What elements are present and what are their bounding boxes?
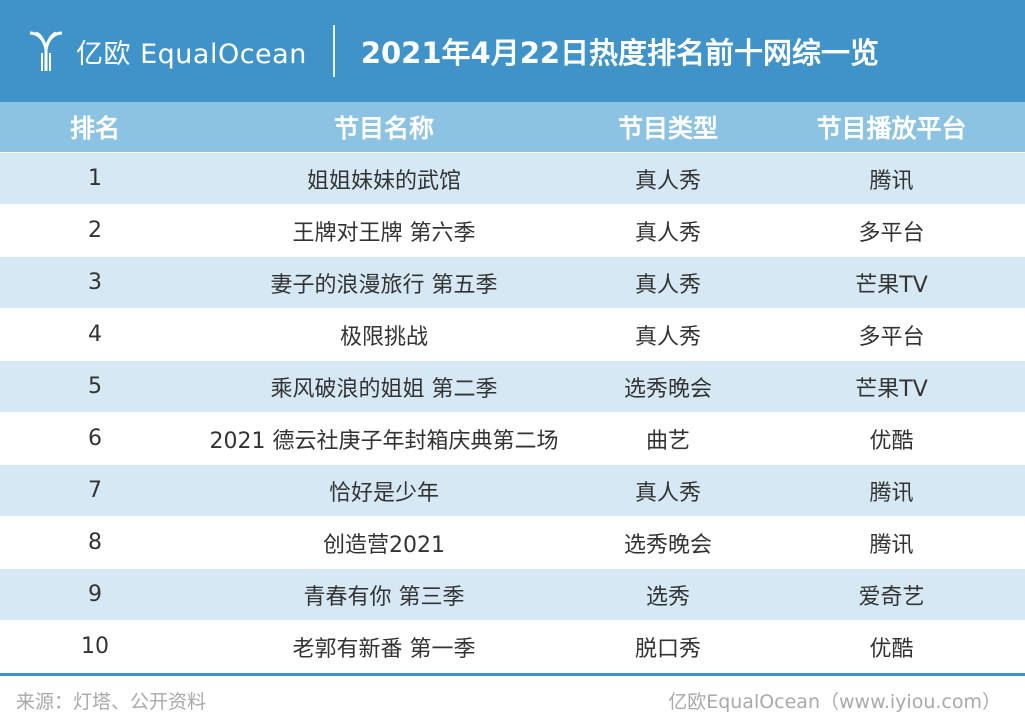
- rank-cell: 8: [88, 530, 102, 555]
- show-type-cell: 选秀晚会: [623, 376, 712, 402]
- column-header-show-type: 节目类型: [617, 114, 718, 143]
- show-type-cell: 真人秀: [634, 272, 701, 298]
- table-row: 7 恰好是少年 真人秀 腾讯: [0, 465, 1025, 517]
- platform-cell: 腾讯: [869, 168, 914, 194]
- rank-cell: 2: [88, 218, 102, 243]
- platform-cell: 多平台: [858, 324, 925, 350]
- table-row: 1 姐姐妹妹的武馆 真人秀 腾讯: [0, 153, 1025, 205]
- show-type-cell: 真人秀: [634, 168, 701, 194]
- table-row: 8 创造营2021 选秀晚会 腾讯: [0, 517, 1025, 569]
- show-name-cell: 乘风破浪的姐姐 第二季: [270, 376, 498, 402]
- table-row: 9 青春有你 第三季 选秀 爱奇艺: [0, 569, 1025, 621]
- show-type-cell: 脱口秀: [634, 636, 701, 662]
- brand-logo: 亿欧 EqualOcean: [26, 21, 307, 81]
- show-name-cell: 恰好是少年: [328, 480, 439, 506]
- show-type-cell: 选秀晚会: [623, 532, 712, 558]
- platform-cell: 优酷: [869, 636, 914, 662]
- table-row: 2 王牌对王牌 第六季 真人秀 多平台: [0, 205, 1025, 257]
- column-header-platform: 节目播放平台: [816, 114, 967, 143]
- equalocean-logo-icon: [29, 31, 63, 71]
- table-row: 4 极限挑战 真人秀 多平台: [0, 309, 1025, 361]
- show-name-cell: 2021 德云社庚子年封箱庆典第二场: [209, 428, 559, 454]
- rank-cell: 5: [88, 374, 102, 399]
- table-row: 6 2021 德云社庚子年封箱庆典第二场 曲艺 优酷: [0, 413, 1025, 465]
- platform-cell: 多平台: [858, 220, 925, 246]
- show-type-cell: 真人秀: [634, 480, 701, 506]
- ranking-table: 排名 节目名称 节目类型 节目播放平台 1 姐姐妹妹的武馆 真人秀 腾讯 2 王…: [0, 102, 1025, 676]
- header-divider: [332, 25, 335, 77]
- platform-cell: 优酷: [869, 428, 914, 454]
- platform-cell: 腾讯: [869, 532, 914, 558]
- show-type-cell: 真人秀: [634, 220, 701, 246]
- brand-credit: 亿欧EqualOcean（www.iyiou.com）: [668, 690, 1001, 713]
- rank-cell: 4: [88, 322, 102, 347]
- rank-cell: 9: [88, 582, 102, 607]
- source-note: 来源：灯塔、公开资料: [16, 690, 207, 713]
- show-name-cell: 创造营2021: [323, 532, 445, 558]
- page-title: 2021年4月22日热度排名前十网综一览: [360, 36, 880, 70]
- table-header-row: 排名 节目名称 节目类型 节目播放平台: [0, 102, 1025, 153]
- rank-cell: 3: [88, 270, 102, 295]
- show-name-cell: 王牌对王牌 第六季: [292, 220, 476, 246]
- show-type-cell: 选秀: [645, 584, 690, 610]
- show-name-cell: 极限挑战: [339, 324, 428, 350]
- table-row: 10 老郭有新番 第一季 脱口秀 优酷: [0, 621, 1025, 673]
- platform-cell: 芒果TV: [855, 376, 928, 402]
- platform-cell: 腾讯: [869, 480, 914, 506]
- show-type-cell: 曲艺: [645, 428, 690, 454]
- rank-cell: 7: [88, 478, 102, 503]
- footer: 来源：灯塔、公开资料 亿欧EqualOcean（www.iyiou.com）: [0, 672, 1025, 728]
- platform-cell: 爱奇艺: [858, 584, 925, 610]
- table-bottom-border: [0, 673, 1025, 676]
- logo-text: 亿欧 EqualOcean: [76, 38, 307, 70]
- show-name-cell: 妻子的浪漫旅行 第五季: [270, 272, 498, 298]
- show-name-cell: 姐姐妹妹的武馆: [306, 168, 461, 194]
- rank-cell: 1: [88, 166, 102, 191]
- column-header-show-name: 节目名称: [333, 114, 434, 143]
- table-row: 3 妻子的浪漫旅行 第五季 真人秀 芒果TV: [0, 257, 1025, 309]
- table-row: 5 乘风破浪的姐姐 第二季 选秀晚会 芒果TV: [0, 361, 1025, 413]
- show-name-cell: 青春有你 第三季: [303, 584, 465, 610]
- header-bar: 亿欧 EqualOcean 2021年4月22日热度排名前十网综一览: [0, 0, 1025, 102]
- show-name-cell: 老郭有新番 第一季: [292, 636, 476, 662]
- column-header-rank: 排名: [69, 114, 120, 143]
- rank-cell: 10: [81, 634, 109, 659]
- show-type-cell: 真人秀: [634, 324, 701, 350]
- platform-cell: 芒果TV: [855, 272, 928, 298]
- rank-cell: 6: [88, 426, 102, 451]
